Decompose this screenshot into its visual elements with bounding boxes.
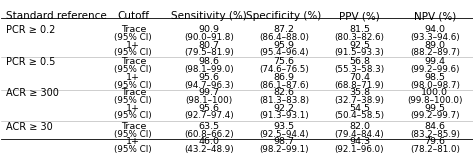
Text: 99.7: 99.7 <box>198 88 219 97</box>
Text: 98.5: 98.5 <box>424 73 446 82</box>
Text: (99.2–99.7): (99.2–99.7) <box>410 111 460 120</box>
Text: Trace: Trace <box>121 122 146 131</box>
Text: 35.8: 35.8 <box>349 88 370 97</box>
Text: PCR ≥ 0.5: PCR ≥ 0.5 <box>6 58 55 67</box>
Text: (98.2–99.1): (98.2–99.1) <box>259 145 309 154</box>
Text: 1+: 1+ <box>127 73 140 82</box>
Text: Specificity (%): Specificity (%) <box>246 11 322 21</box>
Text: Sensitivity (%): Sensitivity (%) <box>171 11 246 21</box>
Text: (95% CI): (95% CI) <box>114 130 152 139</box>
Text: 82.6: 82.6 <box>273 88 295 97</box>
Text: 94.0: 94.0 <box>424 25 446 34</box>
Text: 100.0: 100.0 <box>421 88 448 97</box>
Text: (95% CI): (95% CI) <box>114 33 152 42</box>
Text: (95% CI): (95% CI) <box>114 111 152 120</box>
Text: Trace: Trace <box>121 88 146 97</box>
Text: (93.3–94.6): (93.3–94.6) <box>410 33 460 42</box>
Text: (98.1–99.0): (98.1–99.0) <box>184 65 234 74</box>
Text: 79.6: 79.6 <box>424 137 446 146</box>
Text: 70.4: 70.4 <box>349 73 370 82</box>
Text: (90.0–91.8): (90.0–91.8) <box>184 33 234 42</box>
Text: 84.6: 84.6 <box>424 122 446 131</box>
Text: (50.4–58.5): (50.4–58.5) <box>335 111 384 120</box>
Text: (78.2–81.0): (78.2–81.0) <box>410 145 460 154</box>
Text: (98.1–100): (98.1–100) <box>185 96 232 105</box>
Text: 95.9: 95.9 <box>273 41 295 50</box>
Text: (68.8–71.9): (68.8–71.9) <box>335 81 384 90</box>
Text: 89.0: 89.0 <box>424 41 446 50</box>
Text: PCR ≥ 0.2: PCR ≥ 0.2 <box>6 25 55 35</box>
Text: (86.4–88.0): (86.4–88.0) <box>259 33 309 42</box>
Text: (92.1–96.0): (92.1–96.0) <box>335 145 384 154</box>
Text: (32.7–38.9): (32.7–38.9) <box>335 96 384 105</box>
Text: ACR ≥ 30: ACR ≥ 30 <box>6 122 53 132</box>
Text: (95% CI): (95% CI) <box>114 48 152 57</box>
Text: 75.6: 75.6 <box>273 58 295 66</box>
Text: 87.2: 87.2 <box>273 25 295 34</box>
Text: Cutoff: Cutoff <box>118 11 149 21</box>
Text: NPV (%): NPV (%) <box>414 11 456 21</box>
Text: 46.0: 46.0 <box>198 137 219 146</box>
Text: (95% CI): (95% CI) <box>114 81 152 90</box>
Text: 99.4: 99.4 <box>424 58 446 66</box>
Text: (99.8–100.0): (99.8–100.0) <box>407 96 463 105</box>
Text: (94.7–96.3): (94.7–96.3) <box>184 81 234 90</box>
Text: (86.1–87.6): (86.1–87.6) <box>259 81 309 90</box>
Text: (92.7–97.4): (92.7–97.4) <box>184 111 234 120</box>
Text: (43.2–48.9): (43.2–48.9) <box>184 145 234 154</box>
Text: 56.8: 56.8 <box>349 58 370 66</box>
Text: 80.7: 80.7 <box>198 41 219 50</box>
Text: 95.6: 95.6 <box>198 73 219 82</box>
Text: (91.5–93.3): (91.5–93.3) <box>335 48 384 57</box>
Text: 82.0: 82.0 <box>349 122 370 131</box>
Text: 54.5: 54.5 <box>349 104 370 113</box>
Text: (95% CI): (95% CI) <box>114 145 152 154</box>
Text: 86.9: 86.9 <box>273 73 295 82</box>
Text: 94.3: 94.3 <box>349 137 370 146</box>
Text: (60.8–66.2): (60.8–66.2) <box>184 130 234 139</box>
Text: 81.5: 81.5 <box>349 25 370 34</box>
Text: (83.2–85.9): (83.2–85.9) <box>410 130 460 139</box>
Text: (81.3–83.8): (81.3–83.8) <box>259 96 309 105</box>
Text: 95.6: 95.6 <box>198 104 219 113</box>
Text: (55.3–58.3): (55.3–58.3) <box>334 65 384 74</box>
Text: 90.9: 90.9 <box>198 25 219 34</box>
Text: (80.3–82.6): (80.3–82.6) <box>335 33 384 42</box>
Text: 92.2: 92.2 <box>273 104 295 113</box>
Text: Trace: Trace <box>121 58 146 66</box>
Text: (88.2–89.7): (88.2–89.7) <box>410 48 460 57</box>
Text: (98.0–98.7): (98.0–98.7) <box>410 81 460 90</box>
Text: (79.4–84.4): (79.4–84.4) <box>335 130 384 139</box>
Text: ACR ≥ 300: ACR ≥ 300 <box>6 88 59 98</box>
Text: (74.6–76.5): (74.6–76.5) <box>259 65 309 74</box>
Text: Trace: Trace <box>121 25 146 34</box>
Text: (99.2–99.6): (99.2–99.6) <box>410 65 460 74</box>
Text: 93.5: 93.5 <box>273 122 295 131</box>
Text: (95.4–96.4): (95.4–96.4) <box>259 48 309 57</box>
Text: (79.5–81.9): (79.5–81.9) <box>184 48 234 57</box>
Text: (95% CI): (95% CI) <box>114 96 152 105</box>
Text: 99.5: 99.5 <box>424 104 446 113</box>
Text: 98.7: 98.7 <box>273 137 295 146</box>
Text: (91.3–93.1): (91.3–93.1) <box>259 111 309 120</box>
Text: (95% CI): (95% CI) <box>114 65 152 74</box>
Text: 98.6: 98.6 <box>198 58 219 66</box>
Text: 63.5: 63.5 <box>198 122 219 131</box>
Text: 1+: 1+ <box>127 137 140 146</box>
Text: 92.5: 92.5 <box>349 41 370 50</box>
Text: (92.5–94.4): (92.5–94.4) <box>259 130 309 139</box>
Text: 1+: 1+ <box>127 104 140 113</box>
Text: Standard reference: Standard reference <box>6 11 107 21</box>
Text: 1+: 1+ <box>127 41 140 50</box>
Text: PPV (%): PPV (%) <box>339 11 380 21</box>
